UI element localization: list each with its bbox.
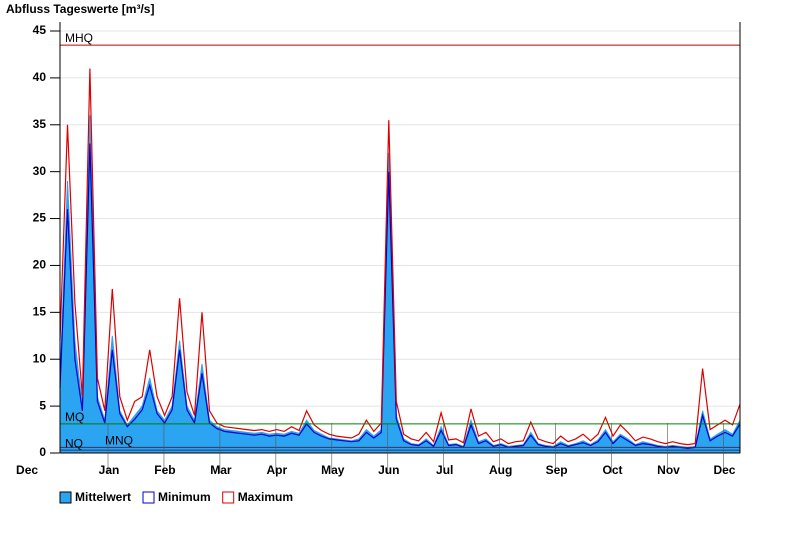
y-tick-label: 5 <box>39 398 46 412</box>
chart-title: Abfluss Tageswerte [m³/s] <box>6 2 154 16</box>
x-tick-label: Nov <box>657 463 680 477</box>
legend-swatch <box>222 491 235 504</box>
legend-label: Maximum <box>238 490 293 504</box>
x-tick-label: Dec <box>713 463 735 477</box>
legend-swatch <box>59 491 72 504</box>
legend-label: Mittelwert <box>75 490 131 504</box>
x-tick-label: Feb <box>154 463 175 477</box>
series-line <box>59 143 741 449</box>
x-tick-label: Jun <box>378 463 399 477</box>
y-tick-label: 30 <box>33 164 47 178</box>
reference-label: NQ <box>65 436 83 450</box>
reference-label: MHQ <box>65 31 93 45</box>
y-tick-label: 25 <box>33 211 47 225</box>
x-tick-label: Dec <box>16 463 38 477</box>
legend-label: Minimum <box>158 490 211 504</box>
mean-area <box>59 115 741 454</box>
legend-swatch <box>142 491 155 504</box>
x-tick-label: Jan <box>99 463 120 477</box>
y-tick-label: 40 <box>33 70 47 84</box>
x-tick-label: Apr <box>267 463 288 477</box>
y-tick-label: 35 <box>33 117 47 131</box>
reference-label: MQ <box>65 410 84 424</box>
series-line <box>59 68 741 446</box>
reference-label: MNQ <box>105 434 133 448</box>
x-tick-label: Sep <box>546 463 568 477</box>
y-tick-label: 15 <box>33 305 47 319</box>
y-tick-label: 0 <box>39 445 46 459</box>
y-tick-label: 10 <box>33 351 47 365</box>
x-tick-label: May <box>321 463 345 477</box>
x-tick-label: Jul <box>436 463 453 477</box>
y-tick-label: 20 <box>33 258 47 272</box>
x-tick-label: Aug <box>489 463 512 477</box>
x-tick-label: Mar <box>210 463 232 477</box>
y-tick-label: 45 <box>33 23 47 37</box>
x-tick-label: Oct <box>603 463 623 477</box>
